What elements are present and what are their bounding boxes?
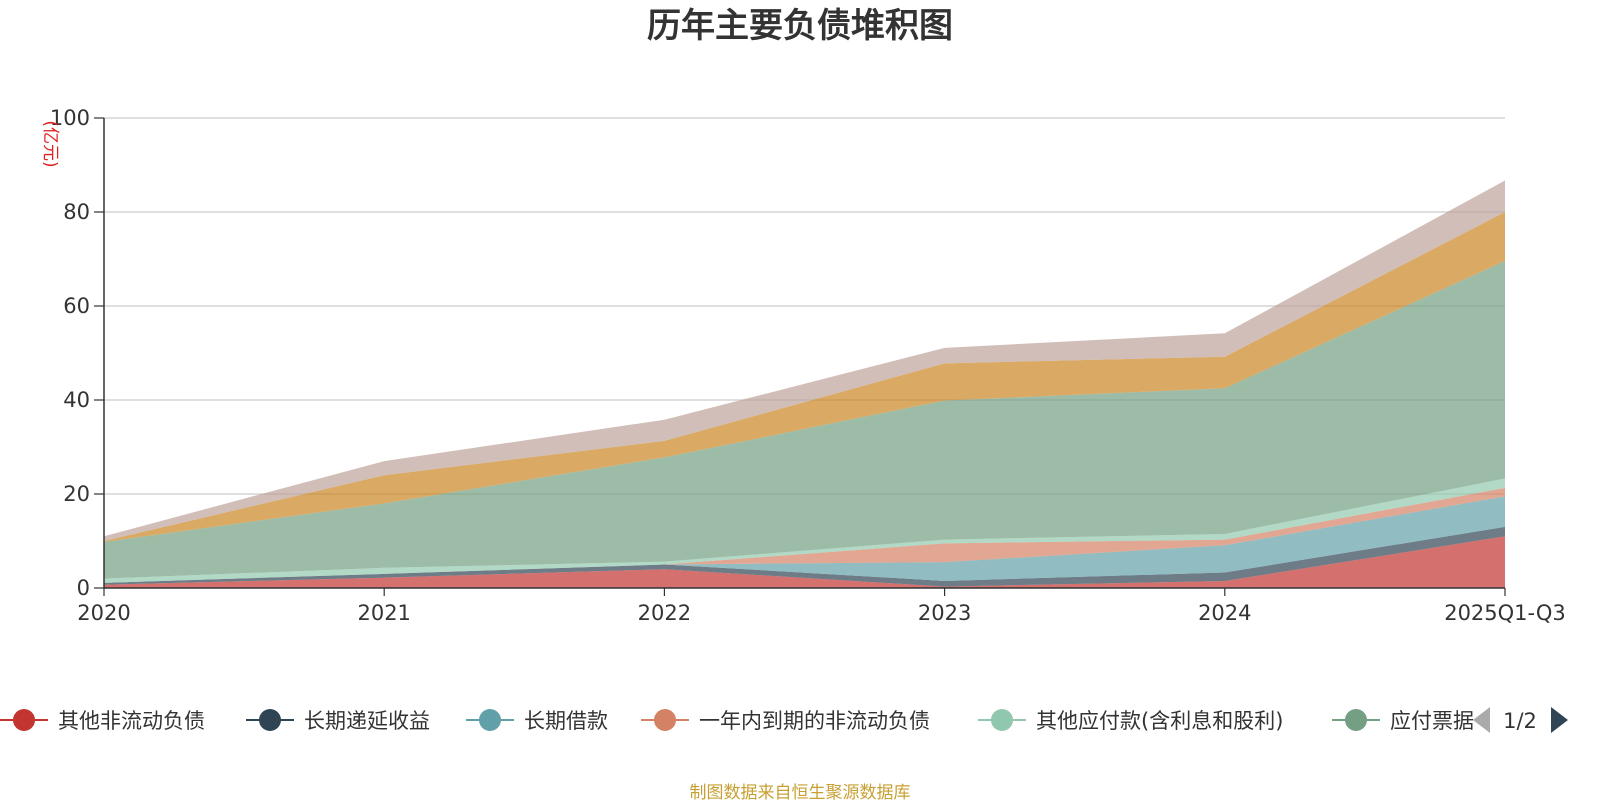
area-series-应付票据 (104, 260, 1505, 579)
legend-label: 长期递延收益 (304, 709, 430, 733)
legend-item[interactable]: 其他应付款(含利息和股利) (978, 709, 1283, 733)
legend-label: 长期借款 (524, 709, 608, 733)
legend-dot-icon (991, 709, 1013, 731)
legend-item[interactable]: 长期递延收益 (246, 709, 430, 733)
area-series (104, 180, 1505, 588)
area-series-unlabeled (104, 212, 1505, 542)
area-series-长期递延收益 (104, 526, 1505, 587)
chart-title: 历年主要负债堆积图 (647, 6, 953, 46)
x-tick-label: 2022 (638, 601, 691, 625)
legend-next-arrow-icon[interactable] (1551, 707, 1568, 733)
legend-label: 其他非流动负债 (58, 709, 205, 733)
x-tick-label: 2024 (1198, 601, 1251, 625)
area-series-其他非流动负债 (104, 536, 1505, 588)
legend-item[interactable]: 长期借款 (466, 709, 608, 733)
legend-dot-icon (654, 709, 676, 731)
legend-page-indicator: 1/2 (1503, 709, 1537, 733)
legend-item[interactable]: 一年内到期的非流动负债 (641, 709, 930, 733)
legend: 其他非流动负债 长期递延收益 长期借款 一年内到期的非流动负债 其他应付款(含利息和股利… (0, 709, 1474, 733)
legend-dot-icon (1345, 709, 1367, 731)
x-tick-label: 2023 (918, 601, 971, 625)
y-tick-label: 0 (77, 576, 90, 600)
legend-label: 其他应付款(含利息和股利) (1036, 709, 1283, 733)
data-source-note: 制图数据来自恒生聚源数据库 (689, 783, 911, 803)
area-series-unlabeled (104, 180, 1505, 541)
legend-prev-arrow-icon[interactable] (1473, 707, 1490, 733)
legend-label: 一年内到期的非流动负债 (699, 709, 930, 733)
y-axis-unit: (亿元) (40, 120, 60, 167)
legend-dot-icon (259, 709, 281, 731)
x-tick-label: 2021 (357, 601, 410, 625)
x-tick-label: 2025Q1-Q3 (1444, 601, 1566, 625)
legend-dot-icon (479, 709, 501, 731)
legend-item[interactable]: 其他非流动负债 (0, 709, 205, 733)
legend-dot-icon (13, 709, 35, 731)
y-tick-label: 60 (63, 294, 90, 318)
legend-pager: 1/2 (1473, 707, 1568, 733)
legend-item[interactable]: 应付票据 (1332, 709, 1474, 733)
area-series-长期借款 (104, 496, 1505, 583)
legend-label: 应付票据 (1390, 709, 1474, 733)
axes: 0 20 40 60 80 100 2020 2021 2022 2023 2024 2025Q1-Q… (50, 106, 1566, 625)
y-tick-label: 80 (63, 200, 90, 224)
y-tick-label: 40 (63, 388, 90, 412)
x-tick-label: 2020 (77, 601, 130, 625)
y-tick-label: 20 (63, 482, 90, 506)
y-tick-label: 100 (50, 106, 90, 130)
